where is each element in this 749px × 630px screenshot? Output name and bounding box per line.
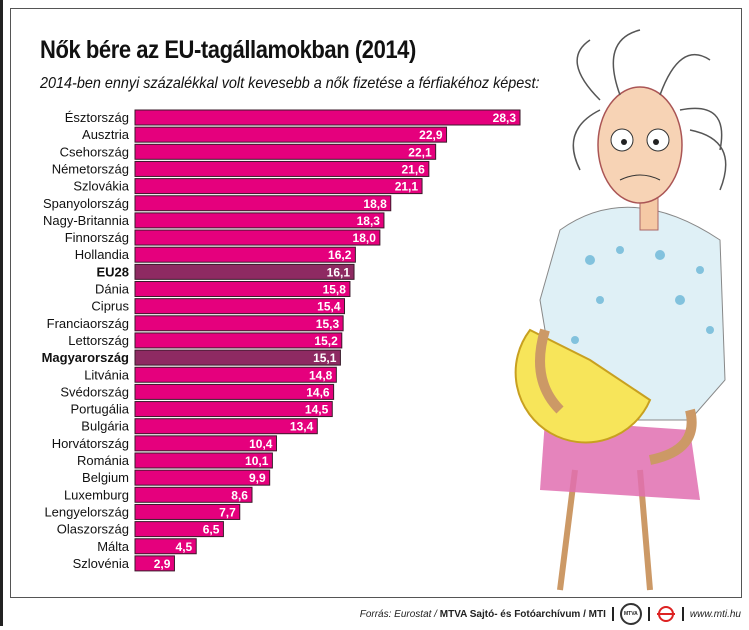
category-label: Lengyelország [44,504,129,519]
bar-Finnország [134,229,381,246]
footer: Forrás: Eurostat / MTVA Sajtó- és Fotóar… [360,603,741,625]
category-label: Finnország [65,230,129,245]
bar-EU28 [134,263,355,280]
value-label: 14,5 [305,403,329,417]
bar-Lengyelország [134,503,241,520]
bar-Magyarország [134,349,341,366]
category-label: Lettország [68,333,129,348]
bar-Bulgária [134,418,318,435]
category-label: Észtország [65,110,129,125]
bar-Románia [134,452,273,469]
category-label: Svédország [60,384,129,399]
category-label: Belgium [82,470,129,485]
value-label: 2,9 [154,557,171,571]
category-label: Litvánia [84,367,130,382]
category-label: Spanyolország [43,196,129,211]
bar-Csehország [134,143,437,160]
bar-Lettország [134,332,343,349]
value-label: 18,3 [357,214,381,228]
value-label: 8,6 [231,488,248,502]
category-label: Csehország [60,144,129,159]
bar-Spanyolország [134,195,392,212]
value-label: 10,4 [249,437,273,451]
value-label: 18,0 [353,231,377,245]
bar-Málta [134,538,197,555]
separator [611,607,614,621]
category-label: Magyarország [42,350,129,365]
value-label: 21,6 [401,162,425,176]
category-label: Dánia [95,282,130,297]
agency-text: MTVA Sajtó- és Fotóarchívum / MTI [439,608,606,620]
value-label: 15,8 [323,283,347,297]
bar-Hollandia [134,246,356,263]
bar-Ausztria [134,126,448,143]
category-label: Hollandia [75,247,130,262]
value-label: 15,3 [316,317,340,331]
bar-Németország [134,160,430,177]
value-label: 9,9 [249,471,266,485]
category-label: Nagy-Britannia [43,213,130,228]
category-label: Franciaország [47,316,129,331]
bar-Svédország [134,383,335,400]
category-label: Szlovákia [73,179,129,194]
bar-Ciprus [134,298,346,315]
bar-Luxemburg [134,486,253,503]
bar-Horvátország [134,435,277,452]
value-label: 15,2 [314,334,338,348]
category-label: Málta [97,539,130,554]
bar-Franciaország [134,315,344,332]
value-label: 28,3 [493,111,517,125]
bar-Szlovákia [134,178,423,195]
chart-title: Nők bére az EU-tagállamokban (2014) [40,36,416,64]
category-label: Románia [77,453,130,468]
category-label: EU28 [96,264,129,279]
value-label: 18,8 [363,197,387,211]
separator [647,607,650,621]
chart-subtitle: 2014-ben ennyi százalékkal volt kevesebb… [40,75,540,92]
bar-Nagy-Britannia [134,212,385,229]
woman-illustration [514,29,727,591]
mtva-logo-icon: MTVA [619,603,642,625]
value-label: 22,9 [419,128,443,142]
source-text: Forrás: Eurostat / [359,608,440,620]
bar-Belgium [134,469,271,486]
bar-Észtország [134,109,521,126]
category-label: Bulgária [81,419,129,434]
category-label: Szlovénia [73,556,130,571]
value-label: 16,1 [327,265,351,279]
value-label: 14,6 [306,385,330,399]
bar-chart: Észtország 28,3 Ausztria 22,9 Csehország 22,1… [42,29,727,591]
category-label: Ciprus [91,299,129,314]
bar-Portugália [134,401,333,418]
value-label: 15,1 [313,351,337,365]
category-label: Portugália [70,402,129,417]
category-label: Olaszország [57,522,129,537]
category-label: Ausztria [82,127,130,142]
value-label: 15,4 [317,300,341,314]
website-link[interactable]: www.mti.hu [689,608,741,620]
value-label: 16,2 [328,248,352,262]
value-label: 10,1 [245,454,269,468]
value-label: 6,5 [203,523,220,537]
value-label: 22,1 [408,145,432,159]
value-label: 4,5 [176,540,193,554]
value-label: 14,8 [309,368,333,382]
chart-frame [10,8,742,598]
mti-logo-icon [656,606,675,622]
bar-Olaszország [134,521,224,538]
bar-Dánia [134,281,351,297]
category-label: Németország [52,161,129,176]
category-label: Horvátország [52,436,129,451]
value-label: 21,1 [395,180,419,194]
mtva-logo-text: MTVA [623,611,638,617]
value-label: 13,4 [290,420,314,434]
value-label: 7,7 [219,505,236,519]
separator [681,607,684,621]
bar-Litvánia [134,366,337,383]
category-label: Luxemburg [64,487,129,502]
bar-Szlovénia [134,555,175,572]
